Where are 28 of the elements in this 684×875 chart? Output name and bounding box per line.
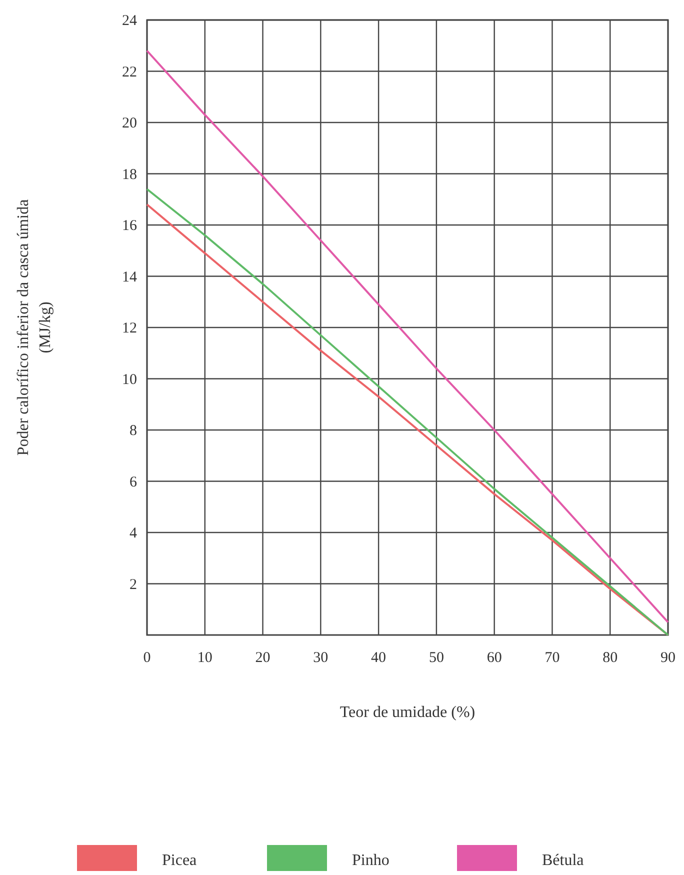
x-tick-label: 30 <box>313 650 328 666</box>
y-tick-label: 10 <box>122 372 137 388</box>
x-axis-title: Teor de umidade (%) <box>340 704 476 721</box>
legend-label: Bétula <box>542 852 584 869</box>
x-tick-label: 0 <box>143 650 151 666</box>
line-series <box>146 50 669 624</box>
x-tick-label: 80 <box>602 650 618 666</box>
y-tick-label: 22 <box>122 64 137 80</box>
y-tick-label: 16 <box>122 218 138 234</box>
y-tick-label: 20 <box>122 116 137 132</box>
y-tick-label: 2 <box>130 576 137 593</box>
x-tick-label: 70 <box>544 650 560 666</box>
y-tick-label: 12 <box>122 320 137 336</box>
y-tick-label: 14 <box>122 269 138 286</box>
y-tick-label: 8 <box>130 423 137 439</box>
x-tick-label: 40 <box>371 650 386 666</box>
x-tick-label: 90 <box>660 650 676 666</box>
x-tick-label: 20 <box>255 650 270 666</box>
y-tick-label: 24 <box>122 13 138 29</box>
y-tick-label: 4 <box>130 526 138 542</box>
y-axis-title: Poder calorífico inferior da casca úmida (MJ/kg) <box>15 199 54 456</box>
x-tick-label: 60 <box>486 650 502 666</box>
y-tick-label: 6 <box>130 474 138 490</box>
y-tick-label: 18 <box>122 166 137 183</box>
x-tick-label: 10 <box>197 650 212 666</box>
legend-label: Picea <box>162 852 197 869</box>
legend-label: Pinho <box>352 852 390 869</box>
x-tick-label: 50 <box>428 650 444 666</box>
